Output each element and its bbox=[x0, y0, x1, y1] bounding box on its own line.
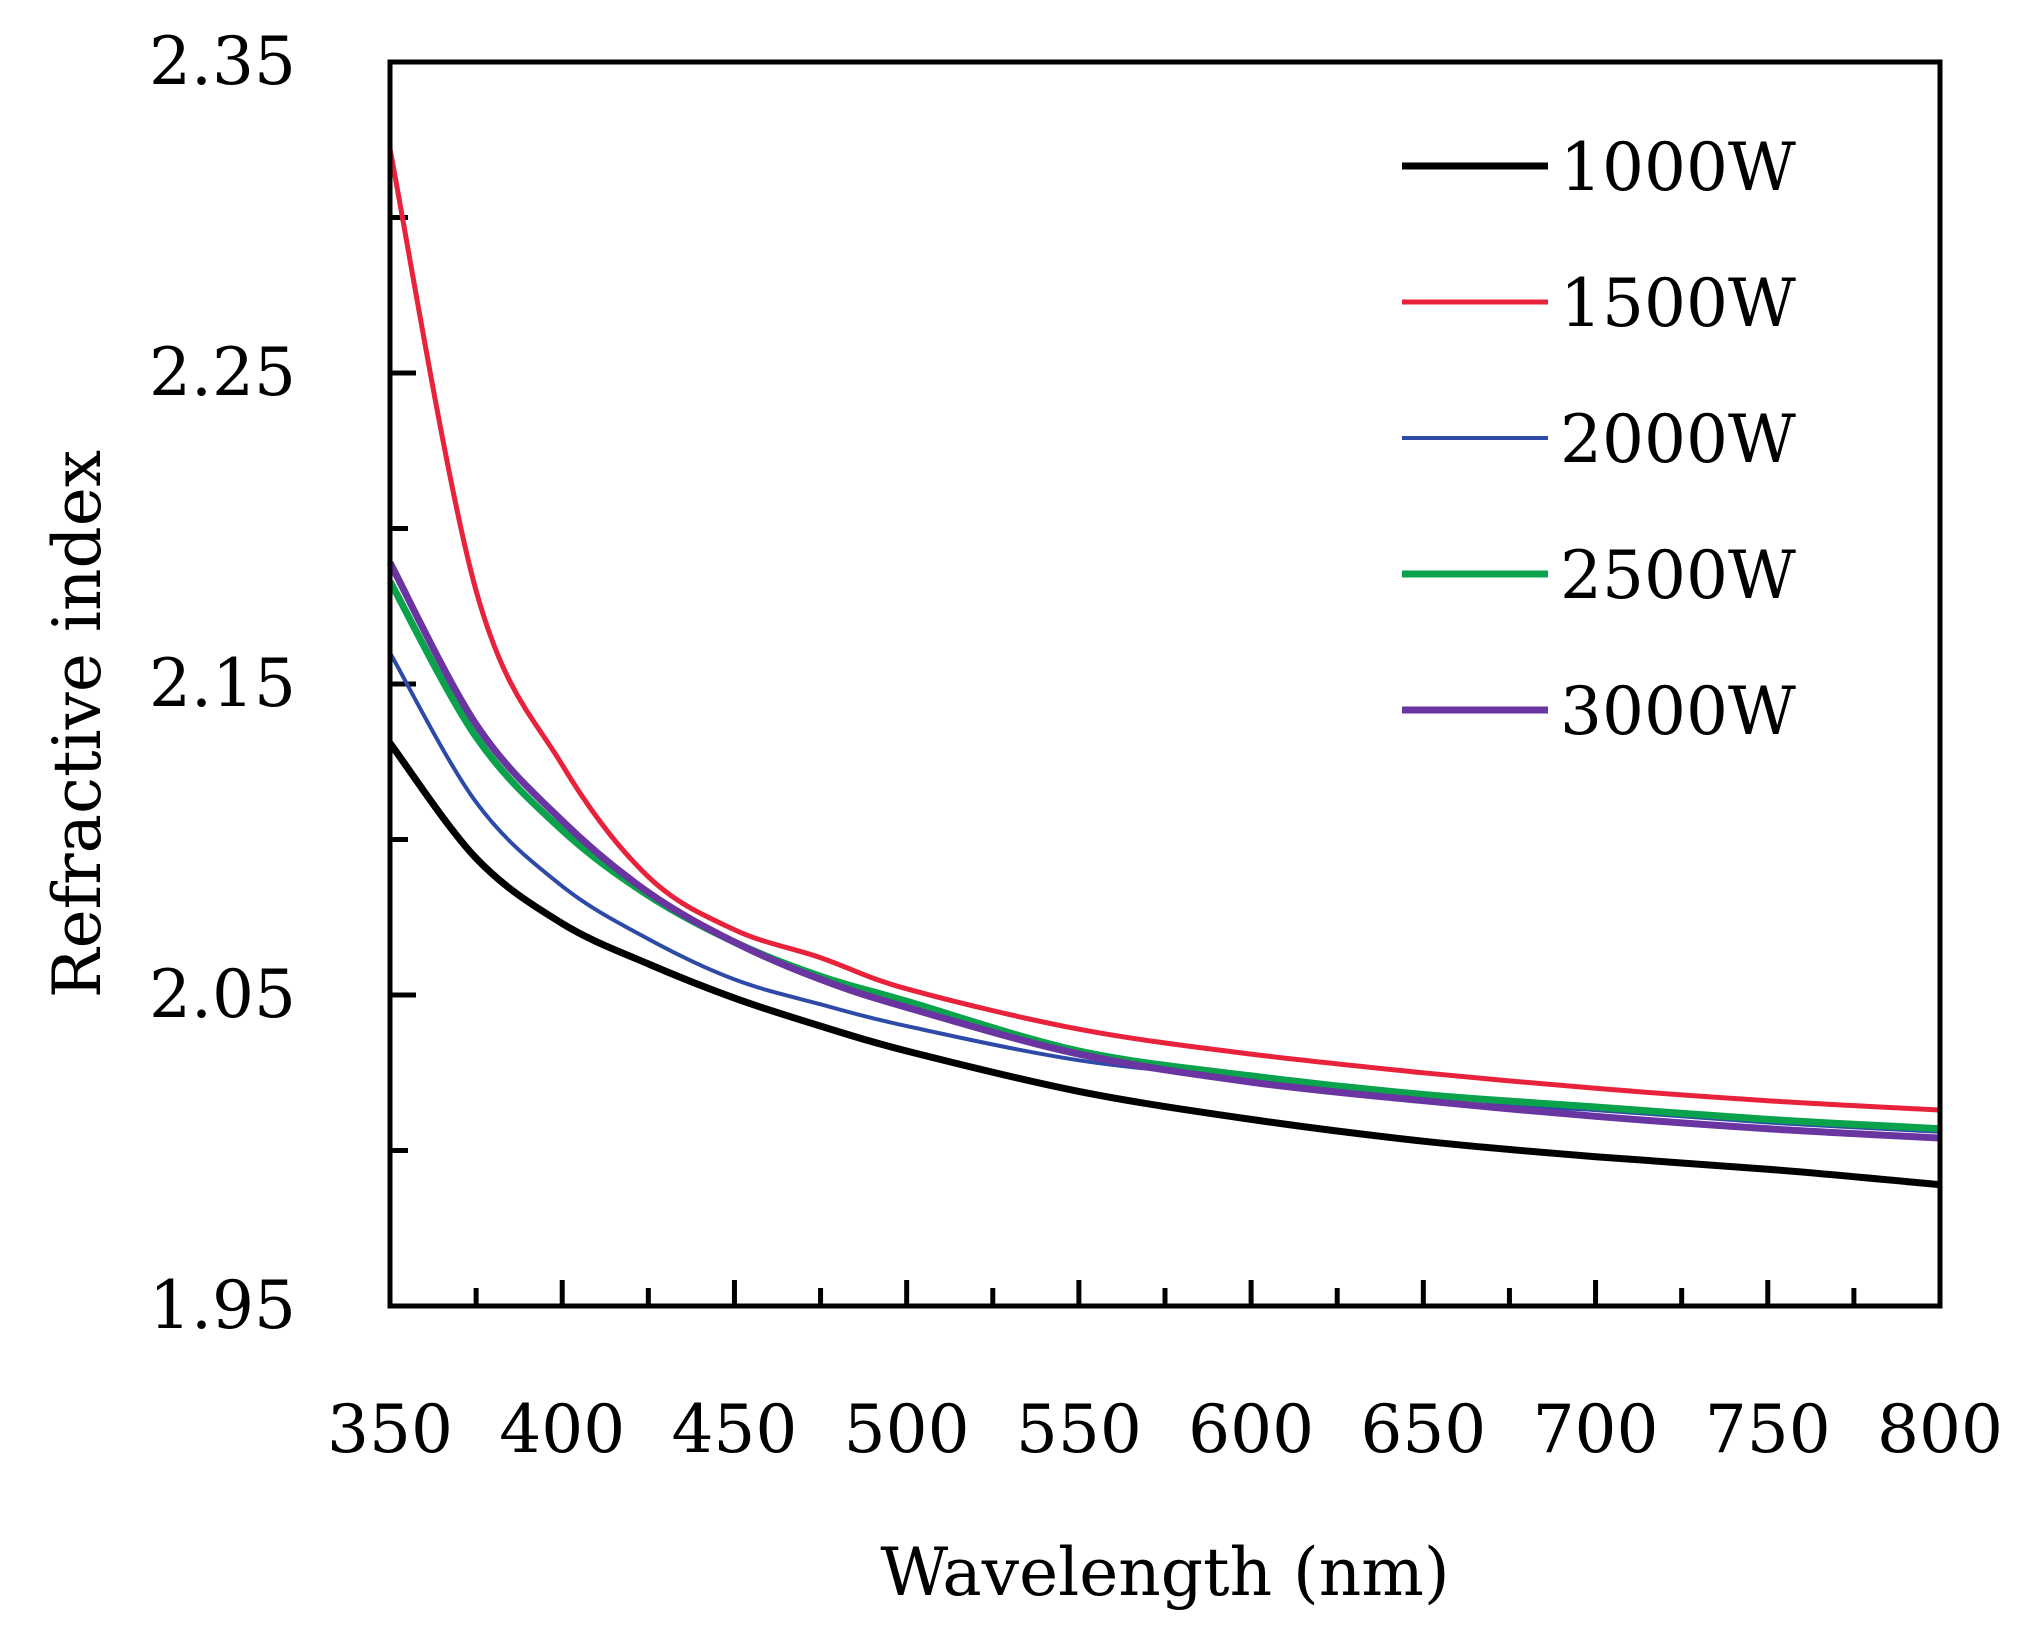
x-minor-ticks bbox=[473, 1280, 1857, 1306]
y-minor-ticks bbox=[390, 215, 416, 1153]
x-tick-label: 400 bbox=[499, 1391, 625, 1468]
legend-label-3000w: 3000W bbox=[1560, 673, 1796, 750]
x-tick-label: 800 bbox=[1877, 1391, 2003, 1468]
y-tick-label: 2.15 bbox=[149, 645, 296, 722]
x-tick-label: 750 bbox=[1705, 1391, 1831, 1468]
x-axis-title: Wavelength (nm) bbox=[880, 1534, 1449, 1611]
legend-label-1500w: 1500W bbox=[1560, 265, 1796, 342]
series-line-1500w bbox=[387, 148, 1941, 1113]
legend: 1000W 1500W 2000W 2500W 3000W bbox=[1402, 129, 1796, 750]
legend-label-1000w: 1000W bbox=[1560, 129, 1796, 206]
x-tick-label: 650 bbox=[1360, 1391, 1486, 1468]
legend-label-2500w: 2500W bbox=[1560, 537, 1796, 614]
y-tick-label: 2.35 bbox=[149, 23, 296, 100]
x-tick-labels: 350 400 450 500 550 600 650 700 750 800 bbox=[327, 1391, 2003, 1468]
y-tick-label: 2.05 bbox=[149, 956, 296, 1033]
y-axis-title: Refractive index bbox=[39, 450, 116, 998]
series-lines bbox=[386, 148, 1941, 1189]
series-line-3000w bbox=[386, 561, 1941, 1142]
x-tick-label: 450 bbox=[671, 1391, 797, 1468]
x-tick-label: 700 bbox=[1533, 1391, 1659, 1468]
y-tick-labels: 1.95 2.05 2.15 2.25 2.35 bbox=[149, 23, 296, 1344]
y-tick-label: 2.25 bbox=[149, 334, 296, 411]
series-line-2500w bbox=[386, 579, 1941, 1133]
series-line-1000w bbox=[387, 741, 1941, 1189]
y-tick-label: 1.95 bbox=[149, 1267, 296, 1344]
x-tick-label: 550 bbox=[1016, 1391, 1142, 1468]
plot-frame bbox=[387, 59, 1943, 1309]
x-tick-label: 350 bbox=[327, 1391, 453, 1468]
legend-label-2000w: 2000W bbox=[1560, 401, 1796, 478]
x-tick-label: 500 bbox=[844, 1391, 970, 1468]
x-tick-label: 600 bbox=[1188, 1391, 1314, 1468]
